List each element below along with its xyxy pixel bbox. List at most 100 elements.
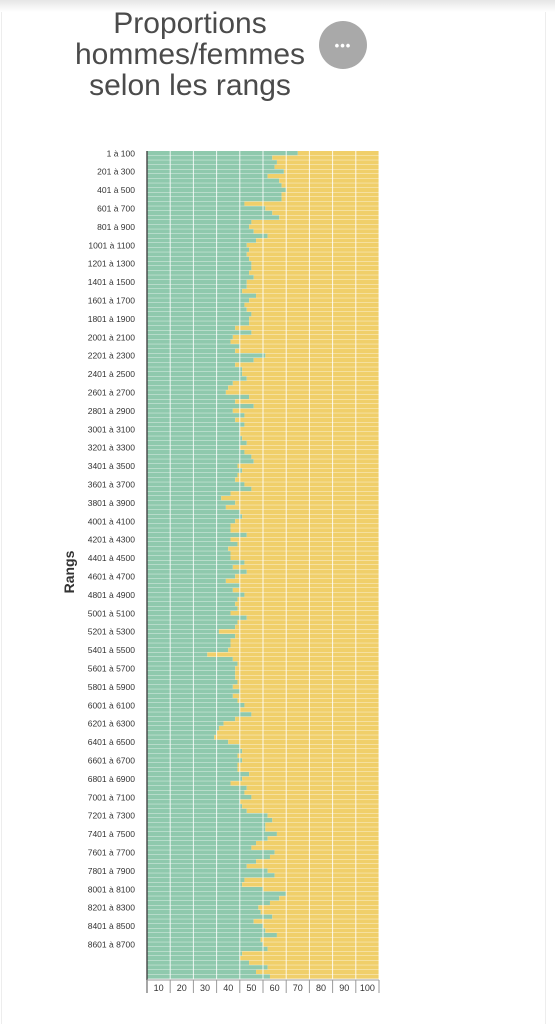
bar-series1 <box>147 873 275 878</box>
bar-series1 <box>147 390 226 395</box>
bar-series1 <box>147 256 250 262</box>
category-label: 2401 à 2500 <box>88 369 136 379</box>
category-label: 801 à 900 <box>97 222 135 232</box>
bar-series2 <box>235 348 379 354</box>
bar-series1 <box>147 376 247 381</box>
bar-series2 <box>253 404 379 409</box>
chart-title: Proportions hommes/femmes selon les rang… <box>74 7 306 102</box>
bar-series2 <box>244 560 379 565</box>
bar-series1 <box>147 371 243 377</box>
bar-series2 <box>279 215 379 220</box>
category-label: 7201 à 7300 <box>88 811 136 821</box>
bar-series1 <box>147 854 270 860</box>
bar-series2 <box>225 505 379 510</box>
category-label: 1401 à 1500 <box>88 277 136 287</box>
bar-series2 <box>244 482 379 487</box>
bar-series2 <box>228 647 379 653</box>
bar-series1 <box>147 206 266 211</box>
bar-series2 <box>249 394 379 400</box>
bar-series2 <box>230 638 379 643</box>
category-label: 2001 à 2100 <box>88 332 136 342</box>
bar-series1 <box>147 781 231 786</box>
bar-series2 <box>256 969 379 975</box>
x-tick-label: 40 <box>223 983 233 993</box>
bar-series1 <box>147 877 245 883</box>
bar-series2 <box>235 519 379 524</box>
bar-series1 <box>147 279 247 285</box>
bar-series1 <box>147 675 236 680</box>
category-label: 8201 à 8300 <box>88 903 136 913</box>
bar-series2 <box>249 772 379 777</box>
bar-series1 <box>147 293 257 298</box>
bar-series1 <box>147 266 252 271</box>
bar-series2 <box>297 151 379 156</box>
bar-series1 <box>147 896 280 901</box>
bar-series1 <box>147 772 250 777</box>
bar-series2 <box>235 675 379 680</box>
bar-series1 <box>147 969 257 975</box>
bar-series1 <box>147 910 261 915</box>
bar-series1 <box>147 606 238 611</box>
bar-series2 <box>249 270 379 275</box>
more-options-button[interactable]: ••• <box>319 21 367 69</box>
bar-series1 <box>147 528 231 533</box>
bar-series2 <box>228 546 379 551</box>
bar-series2 <box>251 312 379 317</box>
bar-series1 <box>147 229 254 234</box>
bar-series1 <box>147 578 226 584</box>
bar-series1 <box>147 440 247 446</box>
bar-series2 <box>269 900 379 906</box>
category-label: 5601 à 5700 <box>88 664 136 674</box>
bar-series2 <box>230 551 379 556</box>
bar-series1 <box>147 362 236 367</box>
bar-series2 <box>228 385 379 390</box>
bar-series2 <box>281 197 379 202</box>
category-label: 3201 à 3300 <box>88 443 136 453</box>
bar-series1 <box>147 790 245 795</box>
bar-series2 <box>276 933 379 938</box>
bar-series1 <box>147 555 231 561</box>
bar-series1 <box>147 776 243 781</box>
bar-series1 <box>147 882 243 887</box>
bar-series2 <box>244 413 379 418</box>
bar-series1 <box>147 197 282 202</box>
bar-series2 <box>260 937 379 942</box>
bar-series1 <box>147 946 268 952</box>
bar-series1 <box>147 312 252 317</box>
bar-series2 <box>281 192 379 197</box>
bar-series2 <box>237 767 379 772</box>
bar-series2 <box>267 233 379 239</box>
bar-series2 <box>223 721 379 726</box>
bar-series2 <box>249 247 379 252</box>
bar-series2 <box>279 178 379 183</box>
bar-series1 <box>147 565 233 570</box>
bar-series2 <box>244 790 379 795</box>
bar-series2 <box>279 896 379 901</box>
bar-series2 <box>276 831 379 837</box>
bar-series2 <box>237 463 379 469</box>
bar-series2 <box>235 574 379 579</box>
bar-series1 <box>147 703 245 708</box>
category-label: 1201 à 1300 <box>88 259 136 269</box>
bar-series2 <box>246 569 379 574</box>
bar-series1 <box>147 942 263 947</box>
bar-series2 <box>265 206 379 211</box>
bar-series2 <box>242 468 379 473</box>
bar-series1 <box>147 394 250 400</box>
bar-series2 <box>244 592 379 597</box>
bar-series2 <box>235 624 379 630</box>
bar-series2 <box>242 436 379 441</box>
bar-series1 <box>147 399 236 404</box>
bar-series2 <box>237 606 379 611</box>
bar-series1 <box>147 537 231 542</box>
bar-series2 <box>274 164 379 170</box>
bar-series1 <box>147 316 250 321</box>
bar-series1 <box>147 928 266 933</box>
bar-series1 <box>147 951 243 956</box>
bar-series2 <box>232 684 379 689</box>
bar-series2 <box>246 243 379 248</box>
bar-series2 <box>251 220 379 225</box>
page-border-left <box>1 12 2 1024</box>
bar-series1 <box>147 611 231 616</box>
bar-series1 <box>147 620 238 625</box>
